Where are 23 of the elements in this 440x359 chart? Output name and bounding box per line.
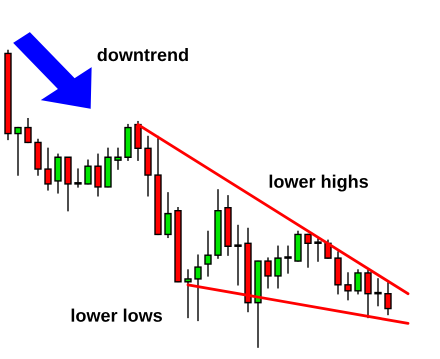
candlestick (264, 257, 272, 288)
candlestick (194, 254, 202, 322)
candlestick (44, 148, 52, 191)
candlestick (84, 160, 92, 185)
candlestick (234, 224, 242, 286)
candlestick (74, 168, 82, 188)
candlestick (274, 246, 282, 288)
candlestick (304, 234, 312, 268)
candlestick (204, 230, 212, 277)
candlestick (284, 246, 292, 274)
candlestick (54, 154, 62, 194)
candlestick (354, 269, 362, 294)
candlestick (344, 272, 352, 300)
annotation: lower lows (72, 308, 162, 322)
candlestick (94, 154, 102, 197)
candlestick (24, 118, 32, 144)
candlestick (164, 192, 172, 238)
candlestick (314, 236, 322, 262)
candlestick (114, 148, 122, 170)
annotation: lower highs (270, 174, 368, 192)
candlestick (184, 269, 192, 318)
candlestick (14, 126, 22, 176)
annotation: downtrend (98, 48, 188, 62)
